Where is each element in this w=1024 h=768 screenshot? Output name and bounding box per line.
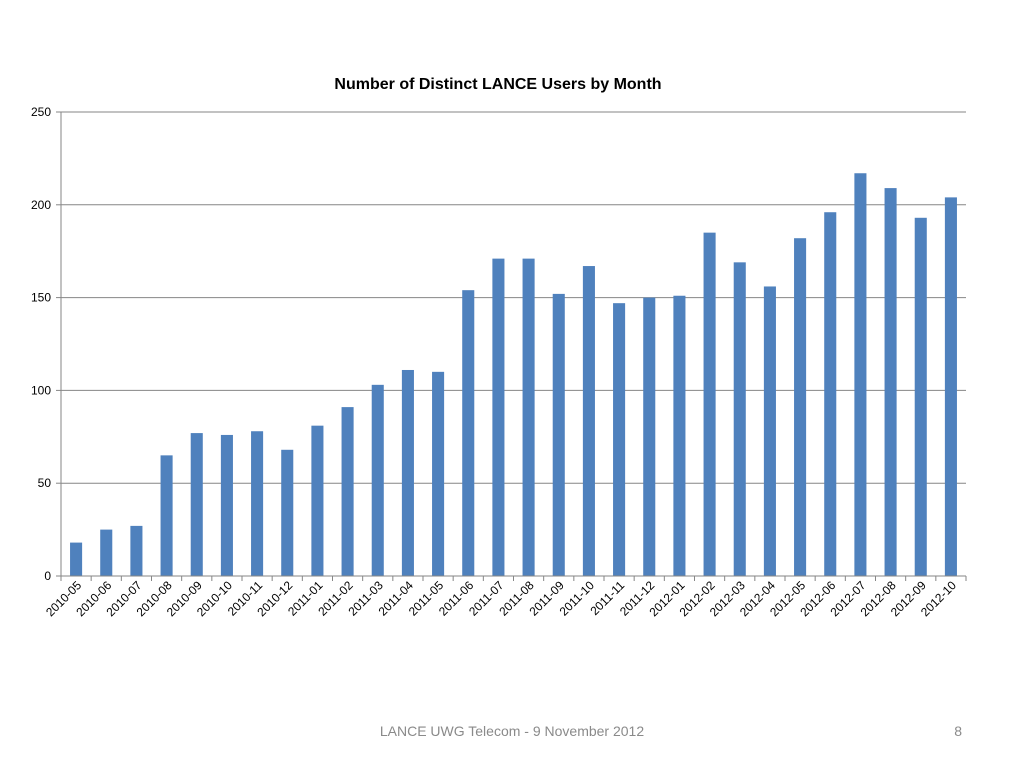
bar-2011-06 [462,290,475,576]
bar-2011-10 [582,266,595,576]
bar-2012-08 [884,188,897,576]
bar-2010-06 [100,529,113,576]
y-tick-label: 200 [31,198,51,212]
bar-2010-08 [160,455,173,576]
bar-2010-07 [130,525,143,576]
bar-2011-01 [311,425,324,576]
bar-2012-07 [854,173,867,577]
bar-2011-08 [522,258,535,576]
bar-2012-05 [794,238,807,576]
bar-2012-09 [914,217,927,577]
bar-2011-02 [341,407,354,576]
bar-2011-11 [613,303,626,576]
bar-2010-11 [251,431,264,576]
y-tick-label: 0 [44,569,51,583]
y-tick-label: 50 [38,476,52,490]
bar-2011-05 [432,371,445,576]
bar-2011-03 [371,384,384,576]
bar-2012-02 [703,232,716,576]
axes [56,111,967,581]
y-tick-label: 100 [31,383,51,397]
bar-2011-04 [401,369,414,576]
bar-2012-06 [824,212,837,576]
bar-chart: Number of Distinct LANCE Users by Month … [31,76,967,619]
y-tick-label: 150 [31,291,51,305]
page-number: 8 [954,723,962,739]
bar-2012-04 [763,286,776,576]
bar-2010-05 [70,542,83,576]
bar-2010-10 [220,434,233,576]
y-axis-tick-labels: 0 50 100 150 200 250 [31,105,51,583]
bar-2010-09 [190,433,203,576]
bar-2012-01 [673,295,686,576]
gridlines [61,111,966,484]
y-tick-label: 250 [31,105,51,119]
bar-2011-12 [643,297,656,576]
bars [70,173,957,577]
slide-footer: LANCE UWG Telecom - 9 November 2012 [379,723,645,739]
bar-2011-07 [492,258,505,576]
x-axis-tick-labels: 2010-052010-062010-072010-082010-092010-… [43,578,959,619]
bar-2010-12 [281,449,294,576]
chart-title: Number of Distinct LANCE Users by Month [334,76,661,93]
bar-2012-03 [733,262,746,576]
bar-2012-10 [944,197,957,576]
bar-2011-09 [552,293,565,576]
